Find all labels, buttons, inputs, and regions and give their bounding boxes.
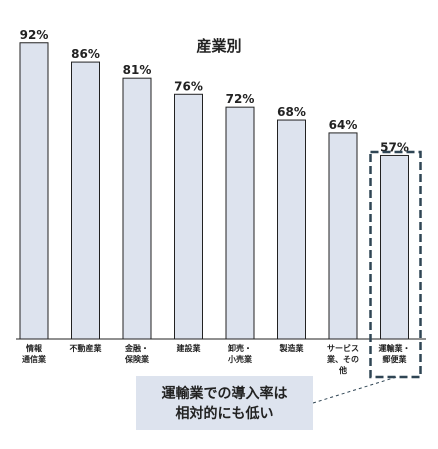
data-label: 64% [329,118,358,132]
bars-group [16,42,426,340]
bar [225,106,255,340]
x-tick-label: サービス [327,343,359,353]
chart-title: 産業別 [196,37,241,55]
data-label: 92% [20,28,49,42]
x-tick-label: 建設業 [176,343,202,353]
x-tick-label: 郵便業 [383,354,408,364]
bar [380,154,409,340]
data-label: 86% [71,47,100,61]
bar [19,42,49,340]
data-label: 68% [277,105,306,119]
x-tick-label: 運輸業・ [379,343,411,353]
x-tick-label: 卸売・ [228,343,252,353]
x-tick-label: 業、その [326,354,359,364]
bar [328,132,358,340]
data-label: 76% [174,79,203,93]
bar [277,119,306,340]
callout-text: 相対的にも低い [176,405,274,422]
x-tick-label: 金融・ [124,343,149,353]
callout-box [136,376,313,430]
callout-text: 運輸業での導入率は [162,385,288,402]
x-tick-label: 他 [338,365,347,375]
x-tick-label: 製造業 [279,343,305,353]
bar [122,77,152,340]
x-tick-label: 保険業 [124,354,150,364]
callout-connector [312,376,397,404]
data-label: 81% [123,63,152,77]
x-tick-label: 小売業 [227,354,253,364]
x-tick-label: 通信業 [22,354,47,364]
bar [71,61,100,340]
x-tick-label: 不動産業 [70,343,103,353]
bar [174,93,203,340]
x-tick-label: 情報 [25,343,43,353]
data-label: 72% [226,92,255,106]
